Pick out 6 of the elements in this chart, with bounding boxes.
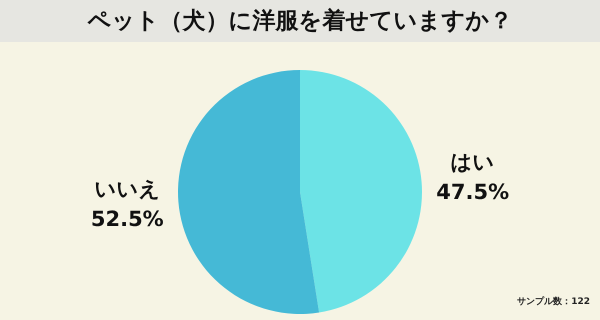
chart-title: ペット（犬）に洋服を着せていますか？: [0, 0, 600, 42]
slice-label: いいえ: [94, 177, 160, 202]
data-label: 47.5%: [436, 180, 510, 204]
data-label: 52.5%: [90, 207, 164, 232]
slice-label: はい: [450, 150, 495, 174]
text: サンプル数：122: [517, 295, 590, 308]
